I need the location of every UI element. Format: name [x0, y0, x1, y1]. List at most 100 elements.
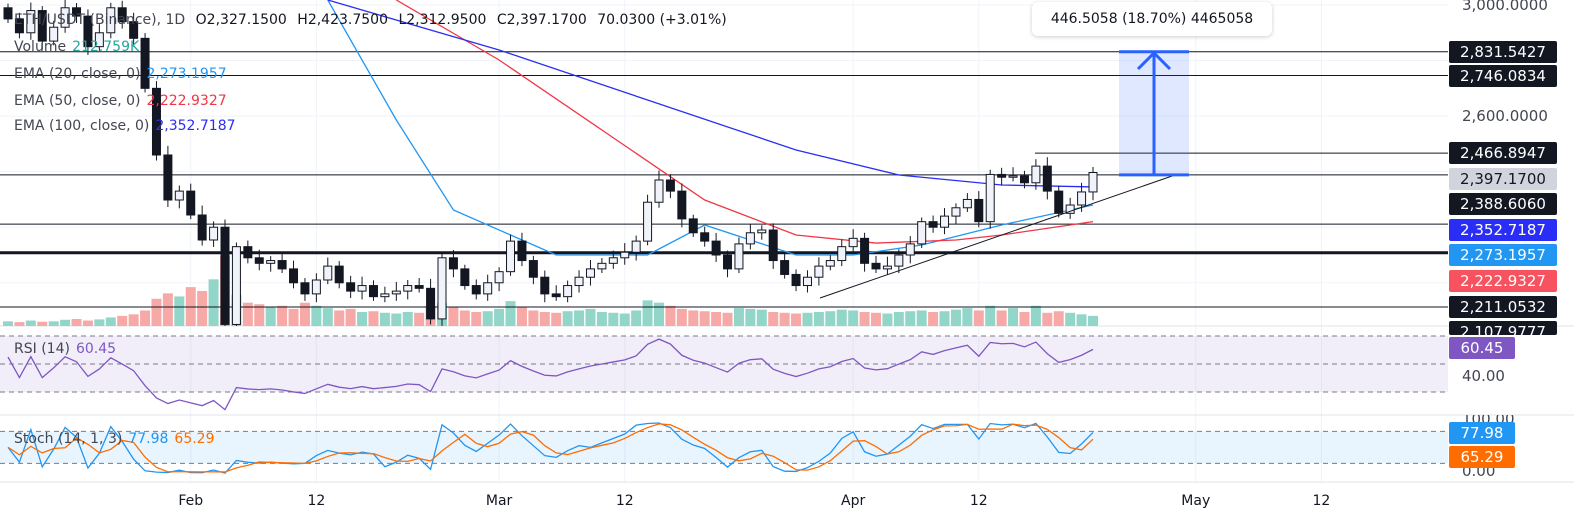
- volume-bar: [1042, 312, 1053, 326]
- candle: [654, 179, 664, 203]
- ema50-legend[interactable]: EMA (50, close, 0) 2,222.9327: [14, 93, 227, 109]
- volume-bar: [950, 309, 961, 326]
- volume-bar: [882, 313, 893, 326]
- ema-line: [395, 0, 1094, 244]
- volume-bar: [334, 310, 345, 326]
- ohlc-open: O2,327.1500: [195, 12, 287, 28]
- volume-legend[interactable]: Volume 212.759K: [14, 39, 139, 55]
- trend-line: [819, 174, 1176, 299]
- candle: [72, 7, 82, 17]
- candle: [791, 273, 801, 287]
- volume-bar: [871, 312, 881, 326]
- candle: [700, 232, 710, 242]
- candle: [311, 279, 321, 295]
- candle: [129, 21, 139, 39]
- ema20-legend[interactable]: EMA (20, close, 0) 2,273.1957: [14, 66, 227, 82]
- volume-bar: [1065, 312, 1076, 326]
- ema100-legend[interactable]: EMA (100, close, 0) 2,352.7187: [14, 118, 236, 134]
- volume-label: Volume: [14, 39, 67, 55]
- candle: [951, 207, 961, 217]
- candle: [723, 254, 733, 270]
- candle: [277, 260, 287, 270]
- x-tick-label: Apr: [841, 493, 866, 509]
- x-tick-label: 12: [1312, 493, 1331, 509]
- candle: [757, 229, 767, 234]
- candle: [368, 285, 378, 298]
- volume-bar: [699, 311, 710, 326]
- volume-bar: [985, 305, 996, 326]
- candle: [243, 246, 253, 259]
- x-tick-label: Feb: [178, 493, 204, 509]
- candle: [83, 15, 93, 48]
- rsi-price-label: 60.45: [1449, 337, 1515, 359]
- volume-value: 212.759K: [72, 39, 140, 55]
- rsi-legend[interactable]: RSI (14) 60.45: [14, 341, 116, 357]
- volume-bar: [551, 312, 562, 326]
- candle: [1077, 191, 1087, 206]
- stoch-d-value: 65.29: [174, 431, 215, 447]
- volume-bar: [379, 312, 390, 326]
- candle: [631, 240, 641, 253]
- volume-bar: [756, 309, 767, 326]
- measure-tooltip: 446.5058 (18.70%) 4465058: [1032, 2, 1272, 36]
- candle: [974, 198, 984, 223]
- stoch-d-price-label: 65.29: [1449, 446, 1515, 468]
- ema100-value: 2,352.7187: [155, 118, 236, 134]
- volume-bar: [208, 279, 219, 326]
- volume-bar: [562, 311, 573, 326]
- candle: [174, 190, 184, 201]
- volume-bar: [277, 305, 288, 326]
- ohlc-high: H2,423.7500: [297, 12, 388, 28]
- candle: [1054, 190, 1064, 214]
- candle: [197, 214, 207, 241]
- stoch-legend[interactable]: Stoch (14, 1, 3) 77.98 65.29: [14, 431, 215, 447]
- candle: [334, 265, 344, 284]
- volume-bar: [574, 310, 585, 326]
- candle: [414, 285, 424, 289]
- volume-bar: [836, 309, 847, 326]
- candle: [1042, 165, 1052, 192]
- stoch-d-line: [7, 423, 1094, 473]
- candle: [94, 32, 104, 48]
- ema-line: [327, 0, 1094, 188]
- volume-bar: [357, 312, 368, 326]
- candle: [848, 237, 858, 248]
- price-label: 2,211.0532: [1449, 295, 1557, 318]
- candle: [871, 262, 881, 270]
- ema20-label: EMA (20, close, 0): [14, 66, 141, 82]
- price-label: 2,222.9327: [1449, 270, 1557, 292]
- volume-bar: [368, 311, 379, 326]
- candle: [289, 268, 299, 284]
- volume-bar: [962, 308, 973, 326]
- volume-bar: [619, 313, 630, 326]
- ema20-value: 2,273.1957: [146, 66, 227, 82]
- candle: [300, 282, 310, 295]
- volume-bar: [37, 321, 48, 326]
- candle: [26, 10, 36, 34]
- candle: [357, 285, 367, 292]
- candle: [665, 179, 675, 192]
- candle: [517, 240, 527, 262]
- price-label: 2,397.1700: [1449, 167, 1557, 190]
- volume-bar: [1076, 314, 1087, 326]
- volume-bar: [802, 312, 813, 326]
- candle: [186, 190, 196, 216]
- volume-bar: [779, 312, 790, 326]
- candle: [403, 285, 413, 292]
- volume-bar: [733, 308, 744, 326]
- candle: [1008, 175, 1018, 178]
- y-tick-2600: 2,600.0000: [1462, 107, 1548, 125]
- candle: [837, 246, 847, 262]
- volume-bar: [825, 311, 836, 326]
- y-tick-3000: 3,000.0000: [1462, 0, 1548, 14]
- candle: [1088, 172, 1098, 193]
- volume-bar: [448, 307, 459, 326]
- volume-bar: [596, 312, 607, 326]
- candle: [825, 260, 835, 267]
- volume-bar: [322, 308, 333, 326]
- volume-bar: [265, 306, 276, 326]
- candle: [563, 285, 573, 298]
- symbol-legend[interactable]: ETH/USDT (Binance), 1D O2,327.1500 H2,42…: [14, 12, 727, 28]
